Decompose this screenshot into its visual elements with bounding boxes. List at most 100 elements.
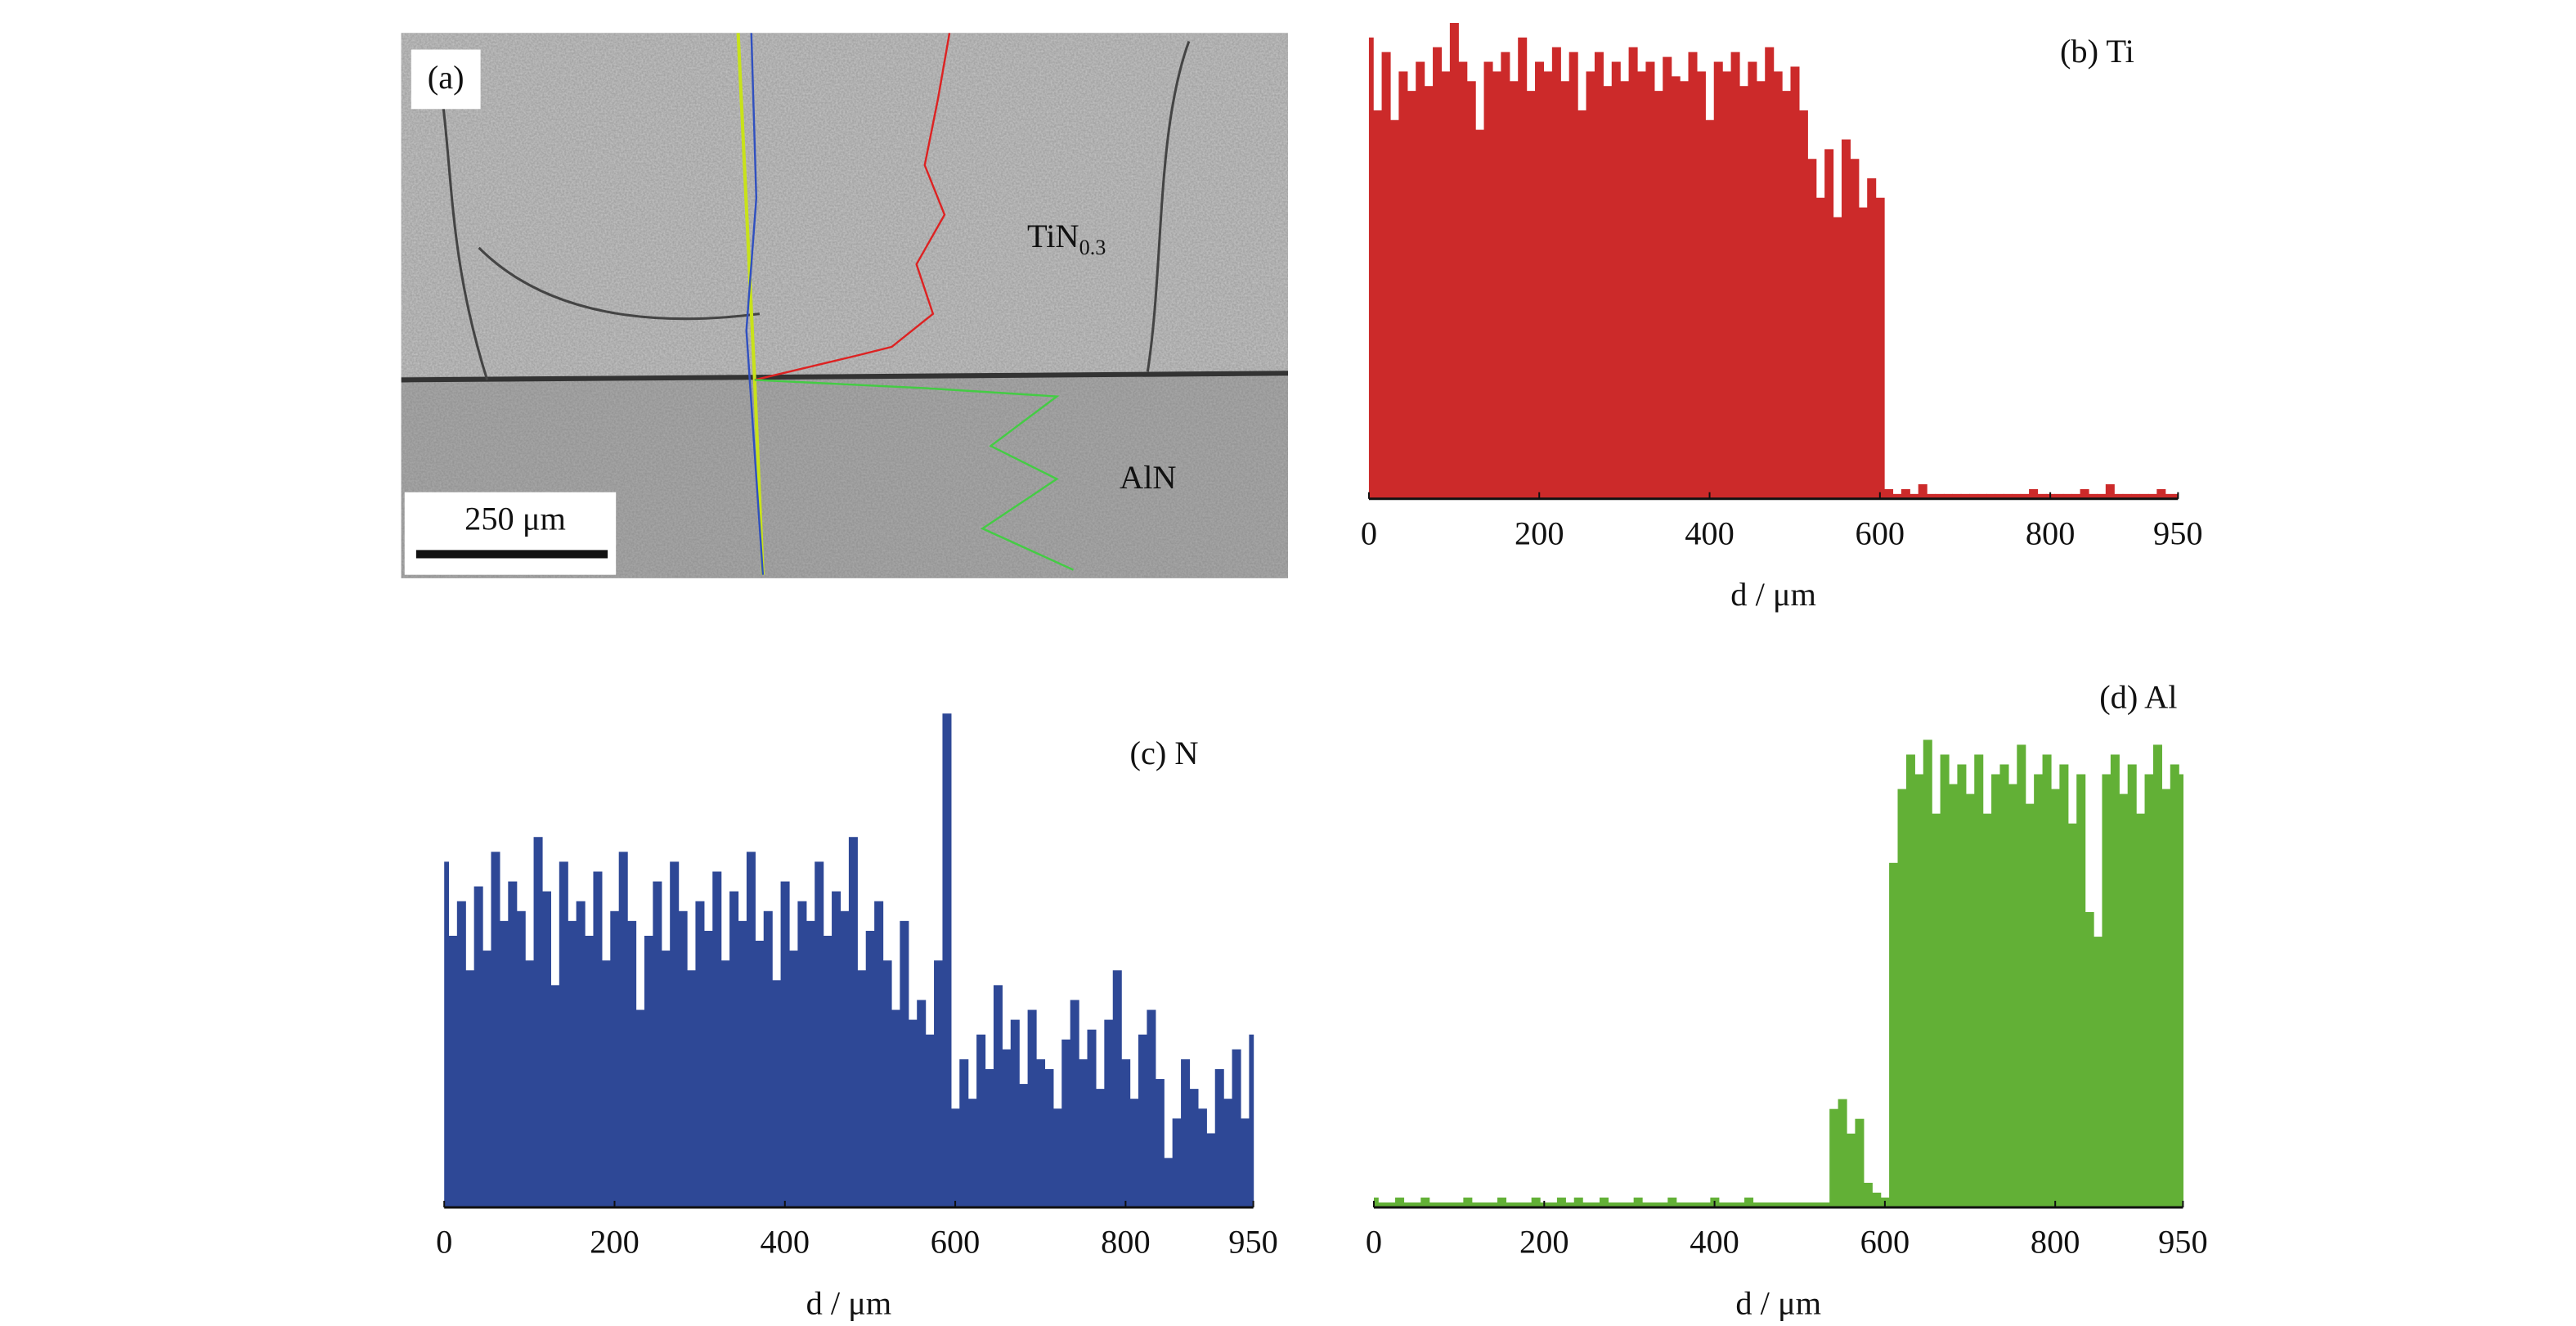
bar — [2144, 774, 2154, 1208]
region-label: TiN0.3 — [1027, 218, 1106, 259]
bar — [2122, 493, 2132, 499]
bar — [1875, 197, 1885, 499]
x-tick-label: 600 — [931, 1224, 981, 1261]
bar — [2017, 744, 2026, 1208]
bar — [1863, 1182, 1873, 1208]
bar — [1918, 483, 1928, 499]
bar — [695, 901, 705, 1208]
bar — [465, 970, 475, 1208]
bar — [1147, 1009, 1156, 1208]
x-tick-label: 200 — [1515, 515, 1564, 552]
bar — [1556, 1197, 1566, 1208]
x-tick-label: 200 — [590, 1224, 640, 1261]
bar — [1696, 71, 1706, 499]
bar — [1974, 754, 1984, 1208]
bar — [2174, 493, 2179, 499]
bar — [576, 901, 586, 1208]
bar — [1812, 1202, 1822, 1208]
bar — [1795, 1202, 1805, 1208]
bar — [1744, 1197, 1754, 1208]
bar — [1892, 493, 1902, 499]
bar — [1927, 493, 1936, 499]
bar — [1995, 493, 2004, 499]
bar — [1889, 862, 1899, 1208]
bar — [823, 935, 832, 1208]
bar — [1446, 1202, 1456, 1208]
bar — [2054, 493, 2064, 499]
ti-trace — [754, 33, 951, 381]
bar — [2179, 774, 2184, 1208]
bar — [1560, 81, 1570, 499]
bar — [746, 852, 756, 1208]
bar — [1121, 1059, 1131, 1208]
bar — [1680, 81, 1690, 499]
bar — [908, 1019, 918, 1208]
bar — [1002, 1049, 1012, 1208]
bar — [1693, 1202, 1703, 1208]
bar — [1052, 1108, 1062, 1208]
bar — [703, 930, 713, 1208]
bar — [1586, 71, 1595, 499]
bar — [1787, 1202, 1797, 1208]
bar — [1770, 1202, 1779, 1208]
bar — [473, 886, 483, 1208]
bar — [1438, 1202, 1447, 1208]
bar — [2050, 789, 2060, 1208]
bar — [925, 1034, 935, 1208]
bar — [516, 910, 526, 1208]
bar — [1492, 71, 1501, 499]
bar — [1087, 1029, 1097, 1208]
bar — [874, 901, 884, 1208]
bar — [1718, 1202, 1728, 1208]
bar — [1480, 1202, 1490, 1208]
x-tick-label: 0 — [1361, 515, 1377, 552]
x-tick-label: 600 — [1856, 515, 1905, 552]
x-tick-label: 0 — [436, 1224, 452, 1261]
bar — [942, 713, 952, 1208]
bar — [1798, 110, 1808, 499]
bar — [832, 891, 841, 1208]
panel-label: (a) — [428, 59, 464, 96]
bar — [1548, 1202, 1558, 1208]
bar — [797, 901, 807, 1208]
bar — [593, 871, 603, 1208]
bar — [1010, 1019, 1020, 1208]
bar — [2085, 911, 2094, 1208]
bar — [1518, 37, 1528, 499]
bar — [1483, 61, 1493, 499]
bar — [720, 960, 730, 1208]
bar — [1910, 493, 1919, 499]
bar — [788, 951, 799, 1208]
bar — [1833, 217, 1842, 499]
bar — [1850, 159, 1860, 499]
bar — [1240, 1118, 1250, 1208]
bar — [508, 881, 518, 1208]
bar — [2136, 813, 2146, 1208]
bar — [1543, 71, 1553, 499]
bar — [533, 837, 543, 1208]
bar — [1594, 52, 1604, 499]
bar — [985, 1068, 994, 1208]
bar — [1608, 1202, 1618, 1208]
bar — [670, 861, 680, 1208]
bar — [1841, 139, 1851, 499]
bar — [2037, 493, 2047, 499]
bar — [1667, 1197, 1677, 1208]
bar — [1756, 81, 1766, 499]
bar — [848, 837, 858, 1208]
bar — [1782, 91, 1792, 499]
bar — [1407, 91, 1416, 499]
bar — [2029, 488, 2039, 499]
bar — [950, 1108, 960, 1208]
bar — [1368, 37, 1374, 499]
bar — [1036, 1059, 1046, 1208]
bar — [1773, 71, 1783, 499]
bar — [1730, 52, 1740, 499]
bar — [1628, 47, 1638, 499]
bar — [993, 985, 1003, 1208]
bar — [1573, 1197, 1583, 1208]
bar — [2012, 493, 2022, 499]
bar — [1381, 52, 1391, 499]
bar — [1433, 47, 1443, 499]
